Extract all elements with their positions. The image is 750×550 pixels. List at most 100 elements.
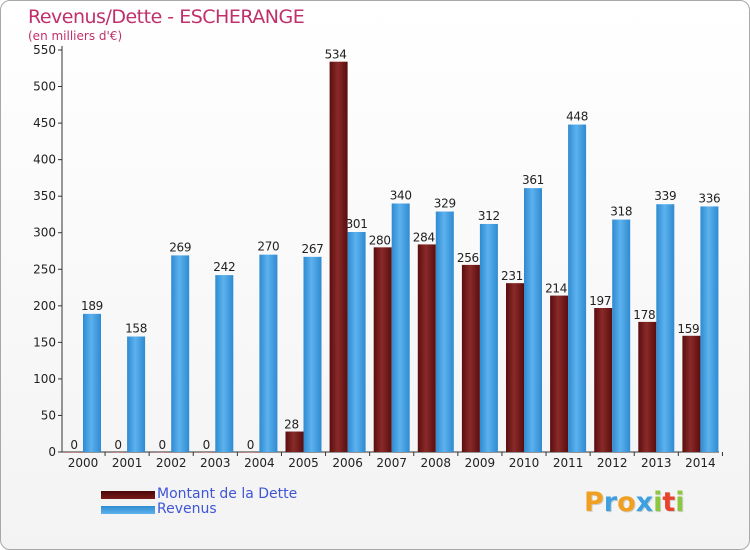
chart-subtitle: (en milliers d'€) — [28, 29, 123, 43]
bar-revenue — [347, 231, 366, 452]
y-tick-label: 550 — [33, 43, 56, 57]
y-tick-label: 150 — [33, 335, 56, 349]
bar-revenue — [171, 255, 190, 452]
logo-letter: o — [617, 487, 636, 518]
x-tick-label: 2005 — [288, 456, 319, 470]
data-label-revenue: 267 — [301, 242, 323, 256]
x-tick-label: 2009 — [465, 456, 496, 470]
bar-revenue — [83, 313, 101, 452]
x-tick-label: 2011 — [553, 456, 584, 470]
data-label-revenue: 301 — [346, 217, 368, 231]
data-label-debt: 178 — [633, 308, 655, 322]
x-tick-label: 2014 — [685, 456, 716, 470]
data-label-revenue: 448 — [566, 110, 588, 124]
data-label-debt: 0 — [159, 438, 166, 452]
y-tick-label: 500 — [33, 80, 56, 94]
bar-debt — [65, 452, 83, 453]
data-label-revenue: 242 — [213, 260, 235, 274]
x-tick-label: 2006 — [332, 456, 363, 470]
y-tick-label: 250 — [33, 262, 56, 276]
x-tick-label: 2008 — [421, 456, 452, 470]
bar-debt — [109, 452, 128, 453]
x-tick-label: 2013 — [641, 456, 672, 470]
bar-revenue — [215, 275, 234, 452]
y-tick-label: 100 — [33, 372, 56, 386]
y-tick-label: 300 — [33, 226, 56, 240]
data-label-revenue: 270 — [257, 240, 279, 254]
bar-debt — [506, 283, 524, 452]
data-label-revenue: 158 — [125, 322, 147, 336]
bar-debt — [373, 247, 392, 452]
bar-debt — [550, 295, 569, 452]
bar-debt — [241, 452, 260, 453]
bar-debt — [329, 61, 348, 452]
bar-revenue — [303, 256, 322, 452]
bar-debt — [461, 264, 480, 452]
y-tick-label: 350 — [33, 189, 56, 203]
data-label-debt: 0 — [114, 438, 121, 452]
data-label-debt: 197 — [589, 294, 611, 308]
data-label-debt: 534 — [325, 48, 347, 62]
data-label-debt: 0 — [70, 438, 77, 452]
bar-revenue — [479, 223, 498, 452]
data-label-revenue: 318 — [610, 205, 632, 219]
logo-letter: i — [653, 487, 663, 518]
logo-letter: i — [675, 487, 685, 518]
legend-label-revenue: Revenus — [157, 501, 217, 517]
data-label-revenue: 312 — [478, 209, 500, 223]
chart-title: Revenus/Dette - ESCHERANGE — [28, 6, 305, 28]
data-label-revenue: 269 — [169, 240, 191, 254]
bar-revenue — [524, 188, 542, 452]
bar-revenue — [435, 211, 454, 452]
data-label-debt: 231 — [501, 269, 523, 283]
bar-debt — [682, 335, 701, 452]
x-tick-label: 2003 — [200, 456, 231, 470]
bar-debt — [285, 431, 304, 452]
bar-revenue — [391, 203, 410, 452]
data-label-revenue: 336 — [698, 191, 720, 205]
x-tick-label: 2010 — [509, 456, 540, 470]
data-label-debt: 214 — [545, 282, 567, 296]
bar-revenue — [656, 204, 675, 452]
logo-letter: P — [584, 487, 604, 518]
x-tick-label: 2007 — [376, 456, 407, 470]
bar-revenue — [568, 124, 587, 452]
data-label-debt: 159 — [677, 322, 699, 336]
x-tick-label: 2002 — [156, 456, 187, 470]
y-tick-label: 450 — [33, 116, 56, 130]
bar-revenue — [127, 336, 146, 452]
y-tick-label: 200 — [33, 299, 56, 313]
proxiti-logo: Proxiti — [584, 487, 685, 518]
bar-debt — [638, 321, 657, 452]
bar-revenue — [700, 206, 719, 452]
x-tick-label: 2012 — [597, 456, 628, 470]
data-label-revenue: 340 — [390, 188, 412, 202]
data-label-debt: 0 — [203, 438, 210, 452]
bar-debt — [417, 244, 436, 452]
legend-swatch-revenue — [101, 506, 155, 514]
bar-revenue — [259, 254, 278, 452]
data-label-debt: 0 — [247, 438, 254, 452]
x-tick-label: 2004 — [244, 456, 275, 470]
legend-swatch-debt — [101, 491, 155, 499]
legend-label-debt: Montant de la Dette — [157, 486, 298, 502]
bar-debt — [153, 452, 172, 453]
logo-letter: r — [603, 487, 618, 518]
x-tick-label: 2001 — [112, 456, 143, 470]
x-tick-label: 2000 — [68, 456, 99, 470]
data-label-debt: 28 — [284, 418, 299, 432]
data-label-debt: 284 — [413, 230, 435, 244]
data-label-revenue: 329 — [434, 197, 456, 211]
data-label-revenue: 339 — [654, 189, 676, 203]
data-label-debt: 256 — [457, 251, 479, 265]
bar-debt — [197, 452, 216, 453]
logo-letter: t — [662, 487, 676, 518]
y-tick-label: 0 — [48, 445, 56, 459]
data-label-debt: 280 — [369, 233, 391, 247]
logo-letter: x — [635, 487, 654, 518]
y-tick-label: 400 — [33, 153, 56, 167]
data-label-revenue: 189 — [81, 299, 103, 313]
bar-revenue — [612, 219, 631, 452]
